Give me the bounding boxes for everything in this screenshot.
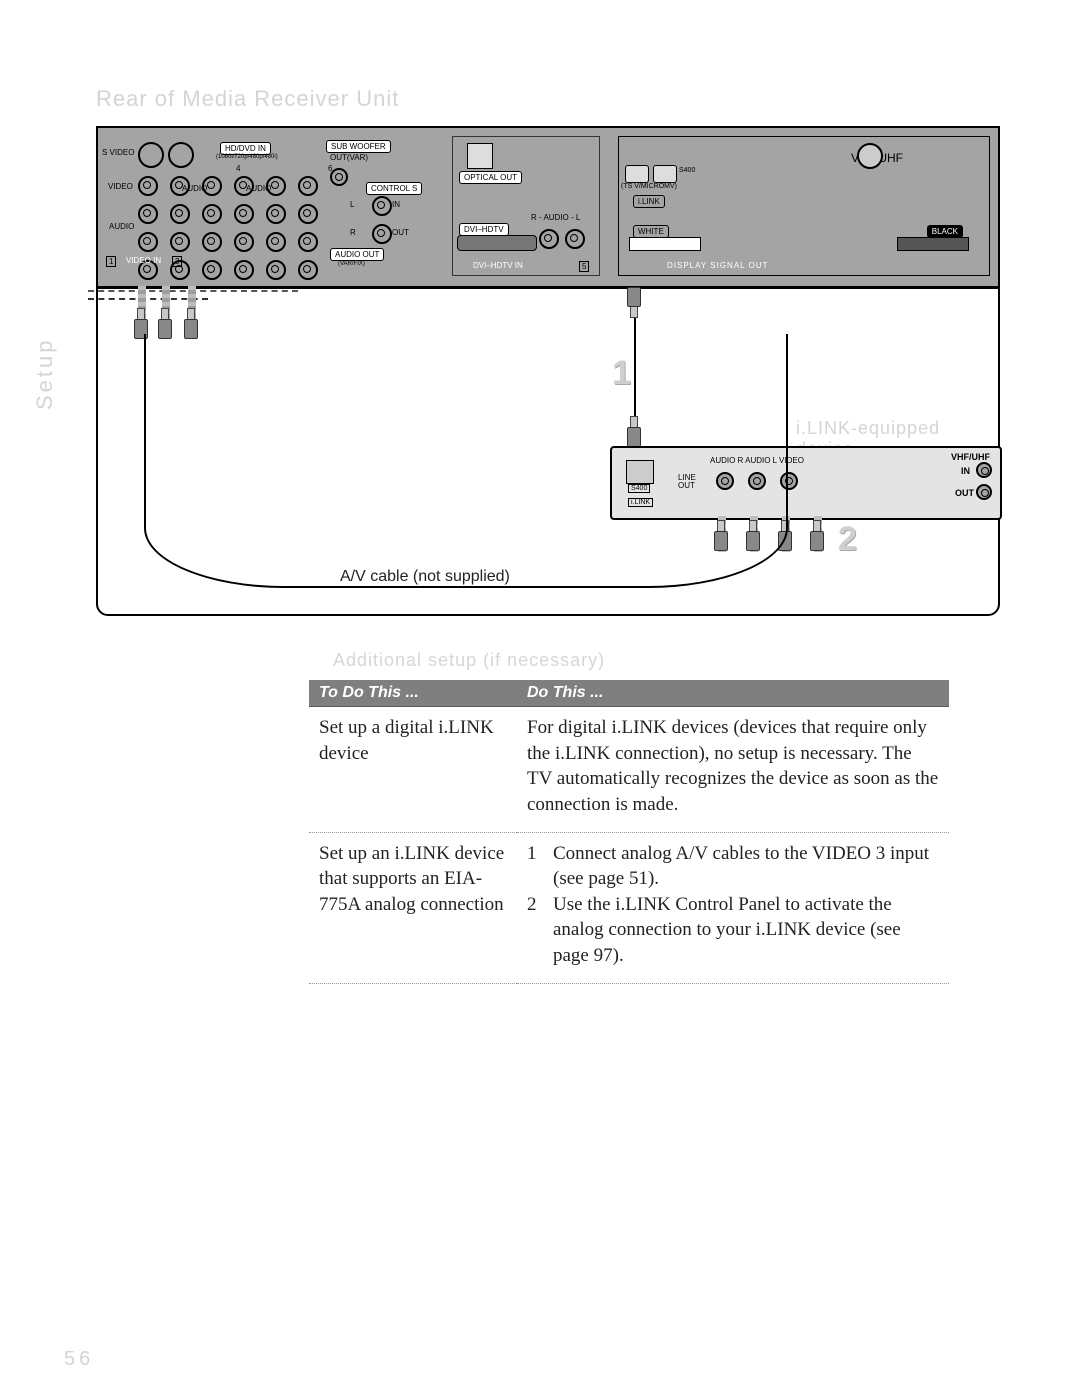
- panel-label: IN: [392, 200, 400, 209]
- table-header: To Do This ...: [309, 680, 517, 707]
- panel-label: (TS V/MICROMV): [621, 183, 677, 190]
- panel-label: AUDIO OUT: [330, 248, 384, 261]
- panel-label: AUDIO: [109, 222, 134, 231]
- panel-label: 4: [236, 164, 240, 173]
- table-row: Set up an i.LINK device that supports an…: [309, 832, 949, 983]
- panel-label: AUDIO: [182, 184, 207, 193]
- panel-label: 1: [106, 256, 116, 267]
- cable-plug: [810, 520, 824, 550]
- panel-label: S400: [679, 167, 695, 174]
- panel-label: OUT: [392, 228, 409, 237]
- panel-label: OPTICAL OUT: [459, 171, 522, 184]
- page-number: 56: [64, 1348, 94, 1371]
- panel-label: AUDIO: [246, 184, 271, 193]
- svideo-jack: [168, 142, 194, 168]
- panel-label: [330, 168, 348, 188]
- table-row: Set up a digital i.LINK device For digit…: [309, 707, 949, 833]
- display-connector: [897, 237, 969, 251]
- table-header: Do This ...: [517, 680, 949, 707]
- ilink-vhf-block: VHF/UHF S400 (TS V/MICROMV) i.LINK WHITE…: [618, 136, 990, 276]
- panel-label: OUT: [955, 488, 974, 498]
- optical-jack: [467, 143, 493, 169]
- panel-label: OUT(VAR): [330, 153, 368, 162]
- connection-diagram: S VIDEO VIDEO AUDIO HD/DVD IN (1080i/720…: [96, 126, 1000, 616]
- ilink-port: [653, 165, 677, 183]
- list-text: Connect analog A/V cables to the VIDEO 3…: [553, 841, 939, 892]
- table-title: Additional setup (if necessary): [333, 650, 605, 671]
- table-cell: Set up a digital i.LINK device: [309, 707, 517, 833]
- display-connector: [629, 237, 701, 251]
- page-header: Rear of Media Receiver Unit: [96, 86, 399, 112]
- setup-table: To Do This ... Do This ... Set up a digi…: [309, 680, 949, 984]
- step-number-2: 2: [838, 520, 857, 559]
- panel-label: VIDEO: [108, 182, 133, 191]
- ilink-plug: [627, 288, 641, 318]
- list-number: 1: [527, 841, 553, 892]
- rca-jack-grid: [138, 176, 322, 284]
- list-text: Use the i.LINK Control Panel to activate…: [553, 892, 939, 969]
- panel-label: DVI–HDTV IN: [473, 261, 523, 270]
- av-cable-bracket: [144, 334, 788, 588]
- panel-label: (VAR/FIX): [338, 261, 365, 267]
- list-number: 2: [527, 892, 553, 969]
- panel-label: VHF/UHF: [951, 452, 990, 462]
- panel-label: 3: [172, 256, 182, 267]
- panel-label: S VIDEO: [102, 148, 134, 157]
- panel-label: L: [350, 200, 354, 209]
- panel-label: SUB WOOFER: [326, 140, 391, 153]
- panel-label: DISPLAY SIGNAL OUT: [667, 261, 768, 270]
- panel-label: i.LINK: [633, 195, 665, 208]
- dvi-port: [457, 235, 537, 251]
- svideo-jack: [138, 142, 164, 168]
- panel-label: CONTROL S: [366, 182, 422, 195]
- panel-label: (1080i/720p/480p/480i): [216, 154, 278, 160]
- av-cable-note: A/V cable (not supplied): [340, 568, 510, 586]
- table-cell: 1Connect analog A/V cables to the VIDEO …: [517, 832, 949, 983]
- panel-label: VIDEO IN: [126, 256, 161, 265]
- panel-label: IN: [961, 466, 970, 476]
- table-cell: Set up an i.LINK device that supports an…: [309, 832, 517, 983]
- receiver-rear-panel: S VIDEO VIDEO AUDIO HD/DVD IN (1080i/720…: [98, 128, 998, 289]
- side-tab-label: Setup: [32, 338, 58, 411]
- panel-label: R - AUDIO - L: [531, 213, 580, 222]
- ilink-port: [625, 165, 649, 183]
- panel-label: R: [350, 228, 356, 237]
- optical-dvi-block: OPTICAL OUT DVI–HDTV R - AUDIO - L DVI–H…: [452, 136, 600, 276]
- table-cell: For digital i.LINK devices (devices that…: [517, 707, 949, 833]
- panel-label: 5: [579, 261, 589, 272]
- coax-jack: [857, 143, 883, 169]
